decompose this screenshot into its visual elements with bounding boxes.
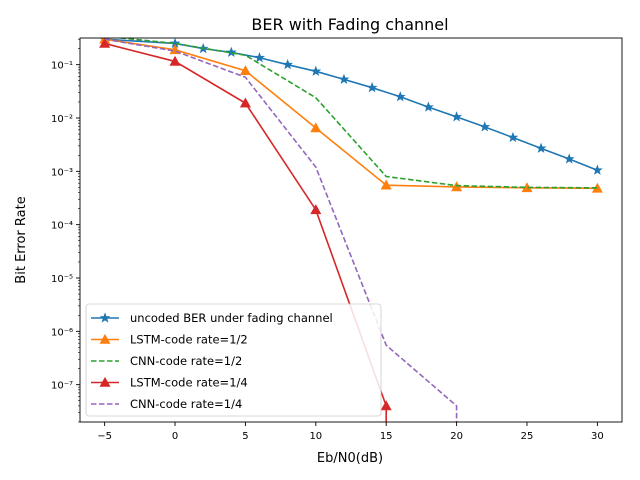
x-axis-title: Eb/N0(dB) [317, 451, 383, 466]
legend-item-2: CNN-code rate=1/2 [91, 354, 242, 368]
data-point [225, 46, 237, 57]
data-point [282, 59, 294, 70]
y-tick-label: 10⁻⁴ [51, 221, 73, 232]
legend-label: LSTM-code rate=1/4 [130, 376, 248, 390]
legend-marker [99, 376, 111, 387]
data-point [507, 131, 519, 143]
x-tick-label: 15 [380, 431, 393, 442]
data-point [366, 82, 378, 93]
legend-label: CNN-code rate=1/4 [130, 397, 242, 411]
x-tick-label: 25 [521, 431, 534, 442]
legend-item-1: LSTM-code rate=1/2 [91, 333, 248, 347]
legend-item-4: CNN-code rate=1/4 [91, 397, 242, 411]
data-point [239, 97, 251, 108]
data-point [423, 101, 434, 112]
chart-title: BER with Fading channel [251, 15, 448, 34]
y-axis-title: Bit Error Rate [14, 196, 29, 283]
data-point [310, 204, 322, 215]
series-line-2 [113, 38, 598, 189]
legend: uncoded BER under fading channel LSTM-cod… [85, 303, 382, 417]
x-tick-label: 10 [309, 431, 322, 442]
data-point [591, 164, 603, 175]
legend-marker [99, 312, 111, 323]
data-point [99, 38, 111, 48]
series-line-3 [104, 42, 387, 422]
legend-label: CNN-code rate=1/2 [130, 354, 242, 368]
series-3 [99, 38, 392, 422]
data-point [239, 65, 251, 76]
series-line-0 [104, 38, 598, 171]
data-point [310, 65, 322, 76]
series-2 [113, 38, 598, 189]
x-tick-label: 20 [450, 431, 463, 442]
plot-area [99, 38, 603, 422]
x-tick-label: 5 [242, 431, 248, 442]
legend-label: uncoded BER under fading channel [130, 311, 333, 325]
series-0 [99, 38, 603, 175]
y-tick-label: 10⁻⁶ [51, 327, 73, 338]
x-tick-label: 0 [172, 431, 178, 442]
data-point [394, 91, 406, 102]
data-point [380, 179, 392, 190]
legend-box [85, 303, 382, 417]
data-point [169, 55, 181, 66]
data-point [380, 400, 392, 411]
y-tick-label: 10⁻¹ [51, 61, 73, 72]
legend-label: LSTM-code rate=1/2 [130, 333, 248, 347]
legend-item-3: LSTM-code rate=1/4 [91, 376, 248, 390]
y-tick-label: 10⁻³ [51, 167, 73, 178]
data-point [563, 153, 575, 164]
data-point [535, 142, 547, 153]
data-point [479, 121, 491, 132]
y-tick-label: 10⁻⁵ [51, 274, 73, 285]
data-point [338, 73, 350, 84]
series-4 [104, 38, 458, 422]
data-point [451, 111, 462, 122]
series-line-4 [104, 38, 458, 422]
data-point [310, 122, 322, 133]
data-point [254, 52, 265, 63]
legend-item-0: uncoded BER under fading channel [91, 311, 333, 325]
y-tick-label: 10⁻⁷ [51, 381, 73, 392]
x-tick-label: 30 [591, 431, 604, 442]
axes: −5 0 5 10 15 20 25 30 10⁻¹ 10⁻² 10⁻³ 10⁻⁴ 10⁻⁵ 10⁻⁶ 10… [51, 37, 623, 442]
x-tick-label: −5 [97, 431, 112, 442]
y-tick-label: 10⁻² [51, 114, 73, 125]
legend-marker [99, 333, 111, 344]
series-line-1 [104, 38, 598, 190]
